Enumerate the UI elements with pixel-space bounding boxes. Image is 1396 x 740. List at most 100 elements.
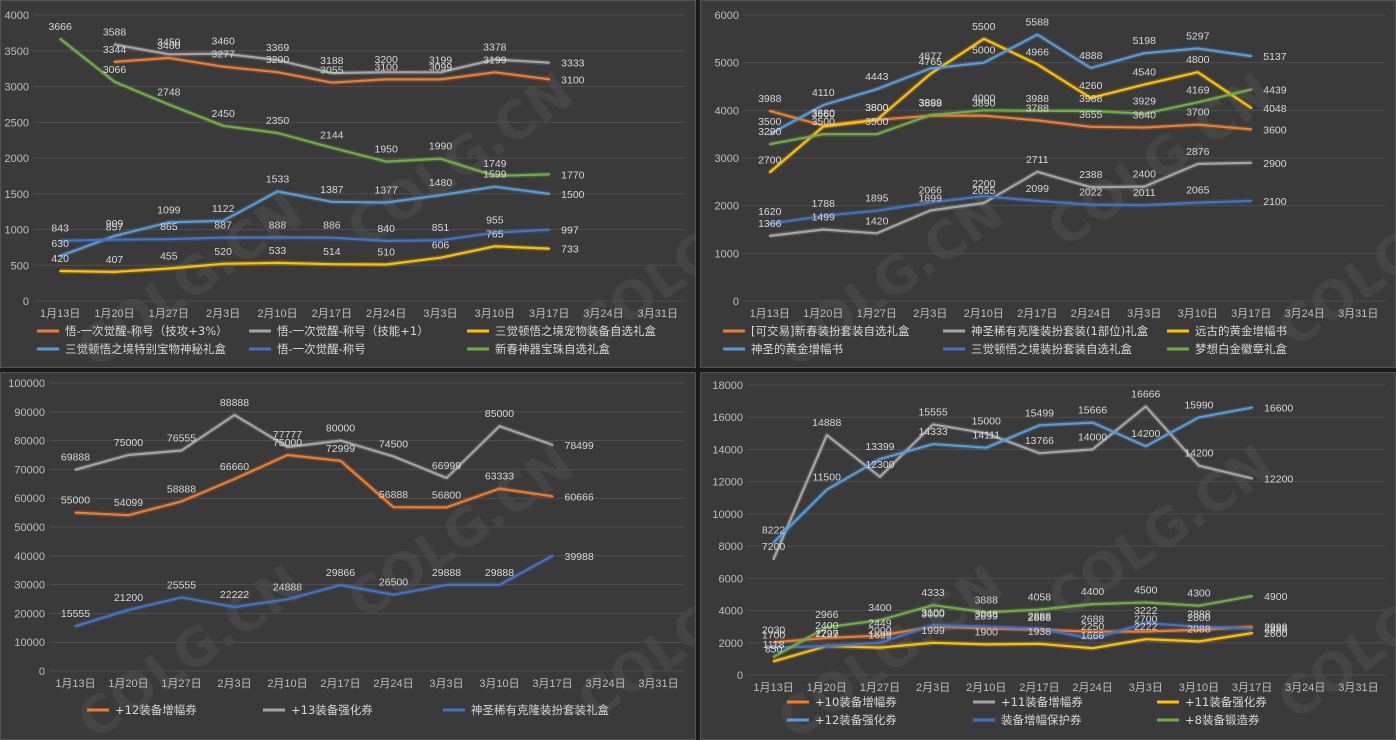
data-label: 1999: [921, 625, 945, 637]
data-label: 3788: [1026, 102, 1050, 114]
data-label: 80000: [326, 423, 355, 435]
x-tick-label: 2月24日: [1071, 308, 1111, 320]
data-label: 2888: [1264, 623, 1288, 635]
x-tick-label: 3月24日: [1285, 682, 1325, 694]
x-tick-label: 1月20日: [807, 682, 847, 694]
chart-panel-3: COLG.CN COLG.CN COLG.CN 0 10000 20000 30000 400…: [0, 372, 696, 740]
line-chart: 0 2000 4000 6000 8000 10000 12000 14000 16000 180…: [712, 380, 1385, 727]
data-label: 14111: [972, 430, 1000, 442]
data-label: 13766: [1025, 435, 1054, 447]
x-tick-label: 1月27日: [857, 308, 897, 320]
y-tick-label: 3500: [5, 46, 29, 58]
series-line: [768, 37, 1253, 174]
data-label: 8222: [762, 525, 786, 537]
x-tick-label: 3月10日: [479, 678, 519, 690]
y-tick-label: 0: [23, 296, 29, 308]
data-label: 3988: [1026, 93, 1050, 105]
data-label: 1666: [1081, 630, 1105, 642]
data-label: 3099: [429, 61, 453, 73]
data-label: 14200: [1131, 428, 1160, 440]
data-label: 56800: [432, 489, 461, 501]
x-tick-label: 2月3日: [206, 308, 240, 320]
data-label: 1799: [815, 628, 839, 640]
series-line-glow: [74, 553, 554, 629]
x-tick-label: 2月10日: [966, 682, 1006, 694]
data-label: 2100: [1263, 196, 1287, 208]
legend-label: 三觉顿悟之境宠物装备自选礼盒: [495, 324, 656, 338]
data-label: 1099: [157, 204, 181, 216]
data-label: 3929: [1133, 96, 1157, 108]
data-label: 56888: [379, 489, 408, 501]
data-label: 851: [432, 222, 450, 234]
data-label: 15555: [61, 608, 90, 620]
data-label: 22222: [220, 589, 249, 601]
x-tick-label: 1月27日: [149, 308, 189, 320]
data-label: 3988: [1079, 93, 1103, 105]
data-label: 3055: [320, 65, 344, 77]
y-tick-label: 4000: [5, 10, 29, 22]
legend-label: 新春神器宝珠自选礼盒: [495, 342, 610, 356]
x-tick-label: 1月20日: [803, 308, 843, 320]
chart-panel-4: COLG.CN COLG.CN COLG.CN 0 2000 4000 6000 8000 10…: [700, 372, 1396, 740]
data-label: 4540: [1133, 67, 1157, 79]
data-label: 1499: [812, 212, 836, 224]
data-label: 1770: [561, 169, 585, 181]
x-tick-label: 1月20日: [108, 678, 148, 690]
data-label: 3500: [865, 116, 889, 128]
data-label: 3988: [758, 93, 782, 105]
y-tick-label: 10000: [712, 509, 743, 521]
data-label: 1533: [266, 173, 290, 185]
y-tick-label: 6000: [715, 10, 739, 22]
data-label: 12300: [865, 459, 894, 471]
x-tick-label: 3月17日: [532, 678, 572, 690]
data-label: 66660: [220, 461, 249, 473]
data-label: 2800: [1187, 612, 1211, 624]
data-label: 14333: [918, 426, 947, 438]
data-label: 29888: [485, 567, 514, 579]
data-label: 12200: [1264, 473, 1293, 485]
y-tick-label: 30000: [14, 580, 45, 592]
data-label: 11500: [813, 472, 842, 484]
data-label: 3450: [157, 36, 181, 48]
data-label: 15499: [1025, 407, 1054, 419]
data-label: 1788: [812, 198, 836, 210]
y-tick-label: 8000: [719, 541, 743, 553]
data-label: 4300: [1187, 588, 1211, 600]
data-label: 2144: [320, 130, 344, 142]
data-label: 15990: [1184, 399, 1213, 411]
data-label: 407: [106, 254, 124, 266]
legend-label: 悟-一次觉醒-称号: [277, 342, 366, 356]
data-label: 4333: [921, 587, 945, 599]
data-label: 1118: [763, 639, 785, 651]
series-line: [772, 595, 1254, 659]
x-tick-label: 1月27日: [860, 682, 900, 694]
data-label: 2700: [1134, 614, 1158, 626]
y-tick-label: 500: [11, 260, 29, 272]
x-tick-label: 3月24日: [1285, 308, 1325, 320]
data-label: 3655: [1079, 109, 1103, 121]
x-tick-label: 3月3日: [429, 678, 463, 690]
data-label: 2227: [815, 628, 839, 640]
data-label: 4048: [1263, 103, 1287, 115]
data-label: 3400: [868, 602, 892, 614]
data-label: 1699: [868, 630, 892, 642]
legend-label: 三觉顿悟之境特别宝物神秘礼盒: [65, 342, 226, 356]
data-label: 55000: [61, 495, 90, 507]
series-line: [74, 413, 554, 480]
data-label: 69888: [61, 452, 90, 464]
data-label: 1480: [429, 177, 453, 189]
y-tick-label: 50000: [14, 522, 45, 534]
x-tick-label: 2月3日: [913, 308, 947, 320]
data-label: 5137: [1263, 51, 1287, 63]
data-label: 3899: [919, 97, 943, 109]
y-tick-label: 12000: [712, 477, 743, 489]
data-label: 13399: [865, 441, 894, 453]
data-label: 39988: [565, 551, 594, 563]
y-tick-label: 80000: [14, 436, 45, 448]
legend-label: 悟-一次觉醒-称号（技攻+3%）: [65, 324, 228, 338]
x-tick-label: 3月24日: [583, 308, 623, 320]
series-line: [113, 43, 551, 75]
legend-label: 远古的黄金增幅书: [1195, 324, 1287, 338]
data-label: 29866: [326, 567, 355, 579]
y-tick-label: 20000: [14, 608, 45, 620]
